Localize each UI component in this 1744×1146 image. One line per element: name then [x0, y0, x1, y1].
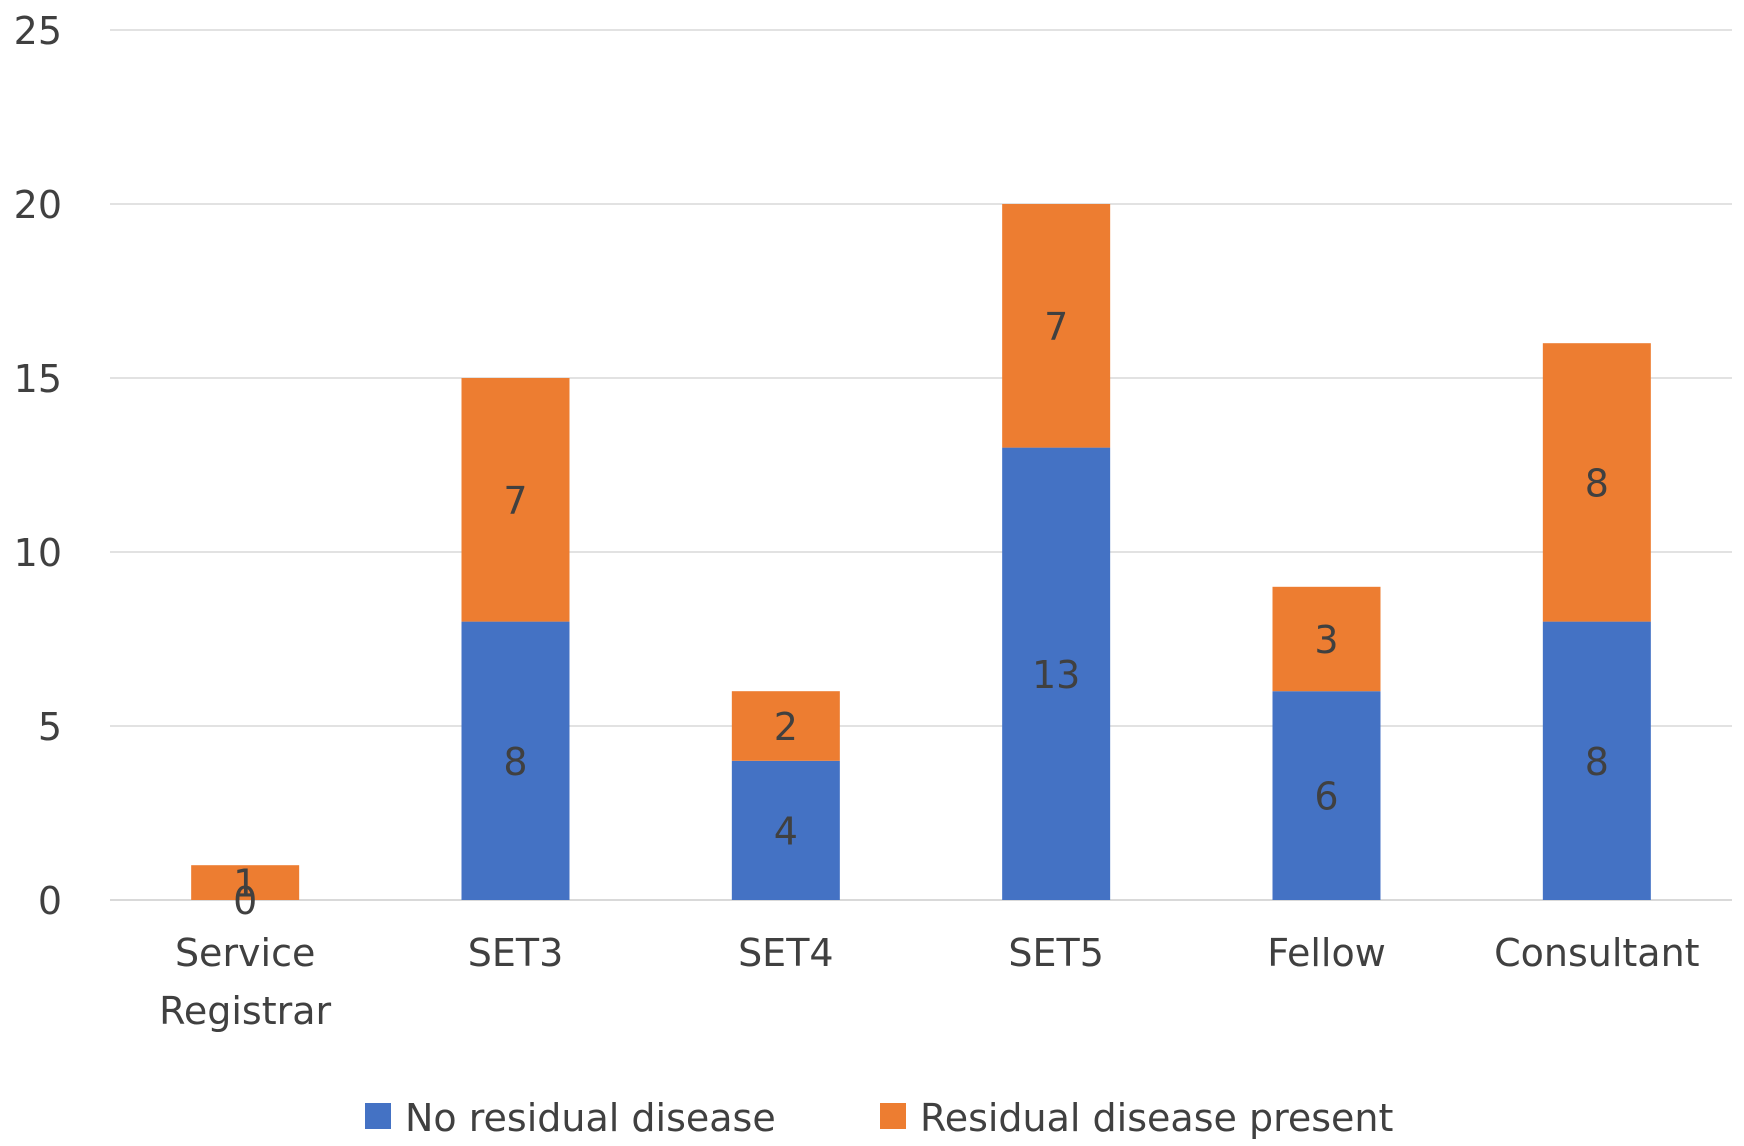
data-label: 4 — [774, 809, 798, 853]
x-category-label: Registrar — [159, 989, 331, 1033]
data-label: 2 — [774, 705, 798, 749]
x-category-label: Fellow — [1267, 931, 1386, 975]
y-tick-label: 15 — [14, 357, 62, 401]
legend: No residual disease Residual disease pres… — [365, 1096, 1393, 1140]
data-labels: 01 8 7 4 2 13 7 6 3 8 8 — [233, 305, 1609, 923]
legend-label: No residual disease — [405, 1096, 776, 1140]
legend-label: Residual disease present — [920, 1096, 1393, 1140]
y-tick-label: 0 — [38, 879, 62, 923]
data-label: 7 — [1044, 305, 1068, 349]
y-tick-label: 10 — [14, 531, 62, 575]
bar-segment — [731, 760, 840, 900]
data-label: 1 — [233, 862, 257, 906]
x-category-label: Service — [175, 931, 315, 975]
y-axis-ticks: 0 5 10 15 20 25 — [14, 9, 62, 923]
bar-segment — [1542, 621, 1651, 900]
data-label: 7 — [503, 479, 527, 523]
legend-swatch — [880, 1103, 906, 1129]
x-axis-categories: Service Registrar SET3 SET4 SET5 Fellow Consul… — [159, 931, 1699, 1033]
bars — [191, 204, 1651, 900]
x-category-label: SET5 — [1008, 931, 1104, 975]
data-label: 3 — [1314, 618, 1338, 662]
x-category-label: SET4 — [738, 931, 834, 975]
legend-swatch — [365, 1103, 391, 1129]
x-category-label: SET3 — [468, 931, 564, 975]
data-label: 8 — [1585, 461, 1609, 505]
data-label: 13 — [1032, 653, 1080, 697]
data-label: 8 — [503, 740, 527, 784]
bar-segment — [731, 691, 840, 761]
bar-segment — [461, 378, 570, 622]
bar-segment — [1272, 691, 1381, 900]
bar-segment — [1002, 204, 1111, 448]
bar-segment — [1542, 343, 1651, 622]
bar-segment — [1272, 586, 1381, 692]
bar-segment — [461, 621, 570, 900]
data-label: 8 — [1585, 740, 1609, 784]
data-label: 6 — [1314, 775, 1338, 819]
y-tick-label: 20 — [14, 183, 62, 227]
gridlines — [110, 29, 1732, 901]
bar-segment — [1002, 447, 1111, 900]
x-category-label: Consultant — [1494, 931, 1699, 975]
y-tick-label: 5 — [38, 705, 62, 749]
bar-segment — [191, 865, 300, 900]
y-tick-label: 25 — [14, 9, 62, 53]
data-label: 0 — [233, 879, 257, 923]
